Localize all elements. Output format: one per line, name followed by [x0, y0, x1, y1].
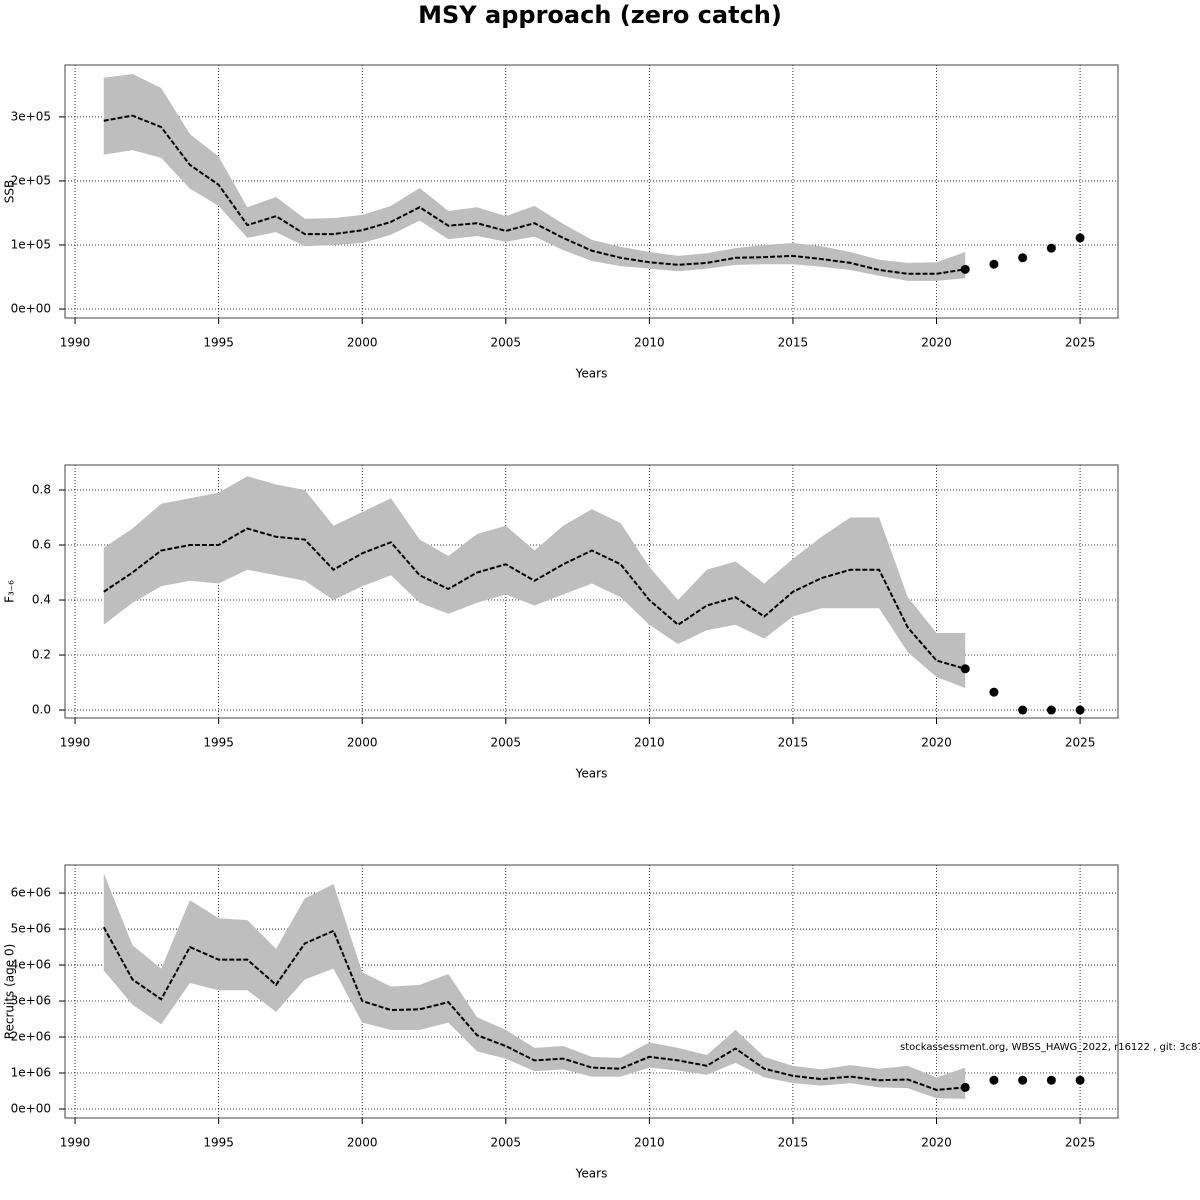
x-tick-label: 2025 — [1065, 336, 1096, 350]
forecast-point — [1018, 705, 1028, 715]
x-tick-label: 2020 — [921, 1136, 952, 1150]
annotation: stockassessment.org, WBSS_HAWG_2022, r16… — [900, 1042, 1200, 1053]
forecast-point — [1046, 243, 1056, 253]
x-axis-label: Years — [575, 367, 608, 381]
x-tick-label: 1995 — [203, 736, 234, 750]
x-tick-label: 2005 — [491, 736, 522, 750]
y-tick-label: 3e+06 — [11, 994, 51, 1008]
y-tick-label: 6e+06 — [11, 886, 51, 900]
forecast-point — [1046, 1075, 1056, 1085]
x-tick-label: 2025 — [1065, 736, 1096, 750]
x-tick-label: 2020 — [921, 736, 952, 750]
confidence-band — [103, 873, 966, 1099]
y-tick-label: 0.8 — [32, 483, 51, 497]
x-tick-label: 2005 — [491, 1136, 522, 1150]
plot-frame — [64, 64, 1119, 319]
x-tick-label: 1990 — [60, 736, 91, 750]
x-tick-label: 2010 — [634, 1136, 665, 1150]
y-tick-label: 2e+05 — [11, 173, 51, 187]
y-tick-label: 0.4 — [32, 593, 51, 607]
x-tick-label: 2000 — [347, 736, 378, 750]
confidence-band — [103, 73, 966, 281]
forecast-point — [989, 687, 999, 697]
y-tick-label: 4e+06 — [11, 958, 51, 972]
y-tick-label: 0e+00 — [11, 302, 51, 316]
forecast-point — [1075, 233, 1085, 243]
forecast-point — [1075, 1075, 1085, 1085]
chart-title: MSY approach (zero catch) — [418, 1, 782, 29]
x-tick-label: 2025 — [1065, 1136, 1096, 1150]
x-tick-label: 1990 — [60, 336, 91, 350]
forecast-point — [989, 1075, 999, 1085]
estimate-line — [103, 527, 966, 670]
estimate-line — [103, 114, 966, 275]
x-tick-label: 2010 — [634, 736, 665, 750]
forecast-point — [960, 1082, 970, 1092]
y-tick-label: 3e+05 — [11, 109, 51, 123]
y-tick-label: 0.6 — [32, 538, 51, 552]
x-tick-label: 1990 — [60, 1136, 91, 1150]
plot-frame — [64, 464, 1119, 719]
x-tick-label: 2015 — [778, 336, 809, 350]
x-tick-label: 2015 — [778, 1136, 809, 1150]
y-tick-label: 1e+05 — [11, 237, 51, 251]
estimate-line — [102, 926, 966, 1091]
x-tick-label: 1995 — [203, 336, 234, 350]
y-axis-label: Recruits (age 0) — [3, 944, 17, 1040]
forecast-point — [989, 259, 999, 269]
x-axis-label: Years — [575, 1167, 608, 1181]
x-tick-label: 2000 — [347, 1136, 378, 1150]
forecast-point — [1046, 705, 1056, 715]
forecast-point — [960, 664, 970, 674]
y-tick-label: 5e+06 — [11, 922, 51, 936]
x-tick-label: 2015 — [778, 736, 809, 750]
x-tick-label: 1995 — [203, 1136, 234, 1150]
x-axis-label: Years — [575, 767, 608, 781]
y-tick-label: 0.0 — [32, 703, 51, 717]
forecast-point — [960, 264, 970, 274]
x-tick-label: 2010 — [634, 336, 665, 350]
x-tick-label: 2020 — [921, 336, 952, 350]
forecast-point — [1075, 705, 1085, 715]
forecast-point — [1018, 1075, 1028, 1085]
x-tick-label: 2005 — [491, 336, 522, 350]
y-axis-label: F₃₋₆ — [3, 580, 17, 603]
y-axis-label: SSB — [3, 180, 17, 203]
y-tick-label: 1e+06 — [11, 1066, 51, 1080]
y-tick-label: 0.2 — [32, 648, 51, 662]
forecast-point — [1018, 253, 1028, 263]
confidence-band — [103, 476, 966, 689]
x-tick-label: 2000 — [347, 336, 378, 350]
plot-frame — [64, 864, 1119, 1119]
y-tick-label: 2e+06 — [11, 1030, 51, 1044]
y-tick-label: 0e+00 — [11, 1102, 51, 1116]
